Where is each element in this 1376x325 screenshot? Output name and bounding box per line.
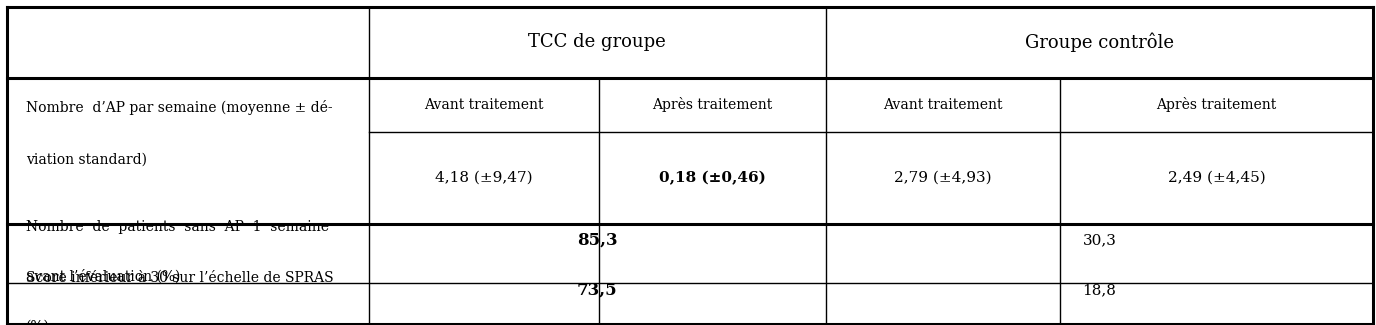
Text: Après traitement: Après traitement [652,97,772,112]
Text: Score inférieur à 30 sur l’échelle de SPRAS: Score inférieur à 30 sur l’échelle de SP… [26,270,334,285]
Text: avant l’évaluation (%): avant l’évaluation (%) [26,269,180,283]
Text: Avant traitement: Avant traitement [883,98,1002,112]
Text: Groupe contrôle: Groupe contrôle [1025,32,1174,52]
Text: 0,18 (±0,46): 0,18 (±0,46) [659,171,765,185]
Text: 30,3: 30,3 [1083,233,1116,248]
Text: 18,8: 18,8 [1083,283,1116,298]
Text: 85,3: 85,3 [577,232,618,249]
Text: Nombre  de  patients  sans  AP  1  semaine: Nombre de patients sans AP 1 semaine [26,220,329,235]
Text: Après traitement: Après traitement [1156,97,1277,112]
Text: Avant traitement: Avant traitement [424,98,544,112]
Text: (%): (%) [26,319,50,325]
Text: 73,5: 73,5 [577,282,618,299]
Text: TCC de groupe: TCC de groupe [528,33,666,51]
Text: Nombre  d’AP par semaine (moyenne ± dé-: Nombre d’AP par semaine (moyenne ± dé- [26,100,333,115]
Text: 4,18 (±9,47): 4,18 (±9,47) [435,171,533,185]
Text: 2,79 (±4,93): 2,79 (±4,93) [894,171,991,185]
Text: 2,49 (±4,45): 2,49 (±4,45) [1167,171,1266,185]
Text: viation standard): viation standard) [26,152,147,166]
